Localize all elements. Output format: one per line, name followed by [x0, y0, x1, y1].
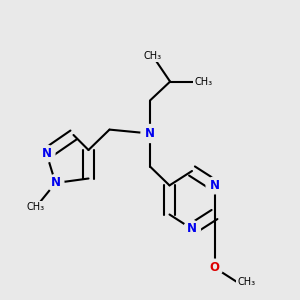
Circle shape: [47, 175, 64, 191]
Text: N: N: [41, 147, 52, 160]
Text: CH₃: CH₃: [237, 277, 255, 287]
Circle shape: [206, 259, 223, 276]
Circle shape: [38, 145, 55, 162]
Text: CH₃: CH₃: [194, 76, 212, 87]
Text: N: N: [50, 176, 61, 190]
Text: N: N: [209, 179, 220, 192]
Text: O: O: [209, 261, 220, 274]
Circle shape: [141, 124, 159, 142]
Text: N: N: [187, 222, 197, 236]
Text: N: N: [145, 127, 155, 140]
Circle shape: [184, 220, 200, 237]
Text: CH₃: CH₃: [144, 51, 162, 62]
Text: CH₃: CH₃: [27, 202, 45, 212]
Circle shape: [206, 177, 223, 194]
